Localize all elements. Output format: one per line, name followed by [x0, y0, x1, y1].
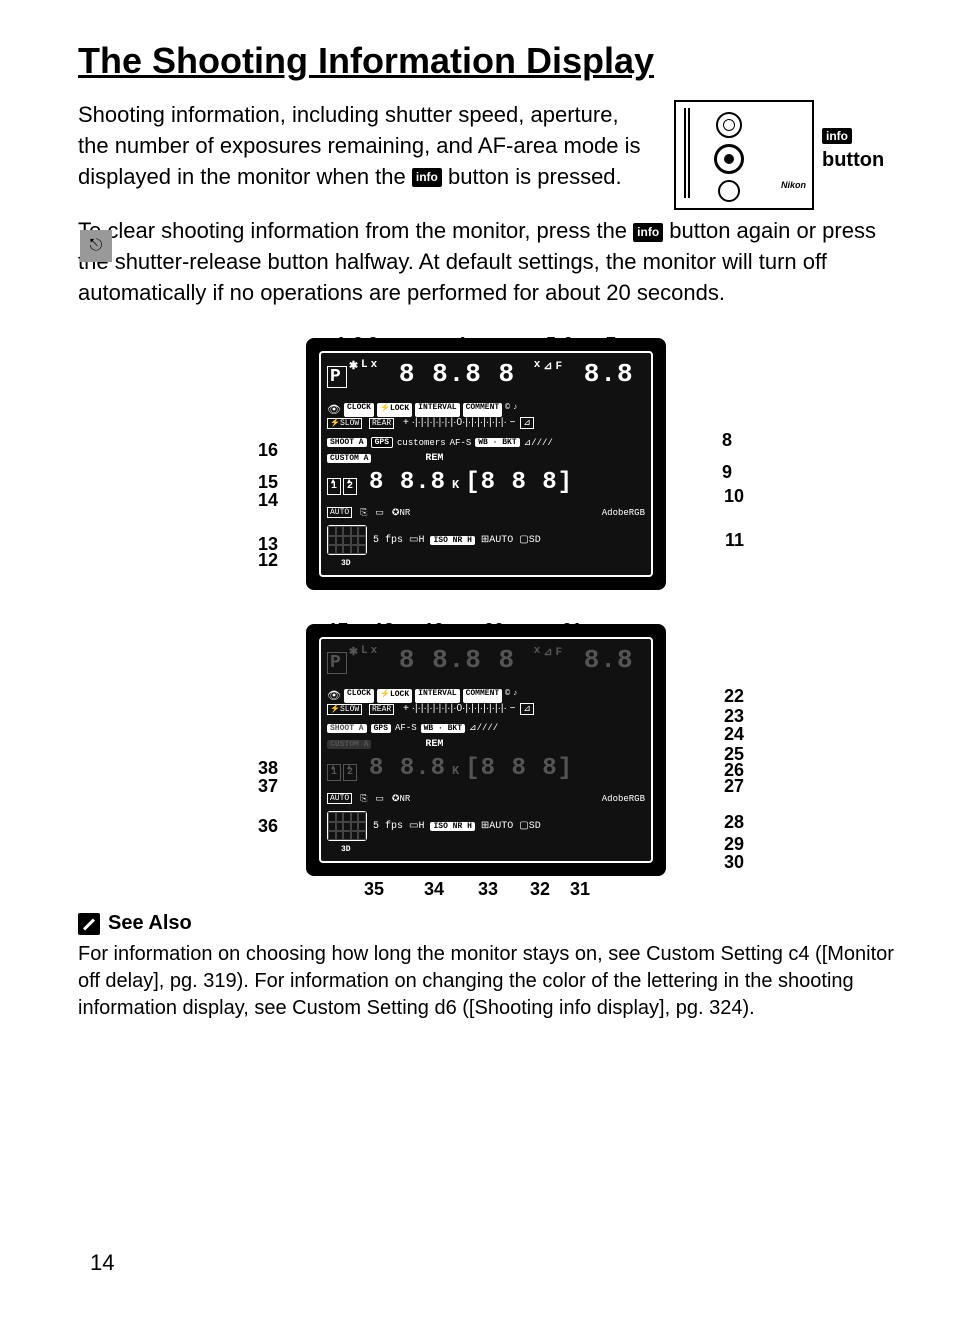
lcd-status-row: 👁 CLOCK ⚡LOCK INTERVAL COMMENT © ♪	[327, 689, 645, 703]
section-icon: ⎋	[80, 230, 112, 262]
info-icon: info	[412, 168, 442, 187]
af-grid-icon	[327, 525, 367, 555]
page-number: 14	[90, 1250, 114, 1276]
lcd-counter-row: ▲1 ▲2 8 8.8K [8 8 8]	[327, 755, 645, 782]
callout-28: 28	[724, 812, 744, 833]
lcd-panel-1: P✱Lx 8 8.8 8 x⊿F 8.8 👁 CLOCK ⚡LOCK INTER…	[306, 338, 666, 590]
lcd-rear-row: ⚡SLOW REAR + ·|·|·|·|·|·|·|·0·|·|·|·|·|·…	[327, 417, 645, 428]
callout-33: 33	[478, 879, 498, 900]
callout-34: 34	[424, 879, 444, 900]
intro-text-2a: To clear shooting information from the m…	[78, 218, 633, 243]
callout-24: 24	[724, 724, 744, 745]
lcd-3d: 3D	[341, 845, 645, 854]
camera-button-figure: Nikon info button	[674, 100, 894, 210]
intro-text-1b: button is pressed.	[442, 164, 622, 189]
page-title: The Shooting Information Display	[78, 40, 894, 82]
callout-12: 12	[258, 550, 278, 571]
intro-paragraph-1: Shooting information, including shutter …	[78, 100, 650, 192]
callout-8: 8	[722, 430, 732, 451]
callout-36: 36	[258, 816, 278, 837]
lcd-counter-row: ▲1 ▲2 8 8.8K [8 8 8]	[327, 469, 645, 496]
callout-14: 14	[258, 490, 278, 511]
pencil-icon	[78, 913, 100, 935]
callout-35: 35	[364, 879, 384, 900]
lcd-3d: 3D	[341, 559, 645, 568]
callout-11: 11	[725, 530, 744, 551]
see-also-section: See Also For information on choosing how…	[78, 912, 894, 1022]
callout-37: 37	[258, 776, 278, 797]
lcd-custom-row: CUSTOM A REM	[327, 739, 645, 750]
callout-10: 10	[724, 486, 744, 507]
intro-paragraph-2: To clear shooting information from the m…	[78, 216, 894, 308]
lcd-rear-row: ⚡SLOW REAR + ·|·|·|·|·|·|·|·0·|·|·|·|·|·…	[327, 703, 645, 714]
callout-32: 32	[530, 879, 550, 900]
lcd-diagram-2: 17 18 19 20 21 22 23 24 25 26 27 28 29 3…	[246, 624, 726, 876]
camera-logo: Nikon	[781, 180, 806, 190]
callout-16: 16	[258, 440, 278, 461]
lcd-panel-2: P✱Lx 8 8.8 8 x⊿F 8.8 👁 CLOCK ⚡LOCK INTER…	[306, 624, 666, 876]
lcd-bottom-row-1: AUTO ⎘ ▭ ✪NR AdobeRGB	[327, 793, 645, 804]
button-caption: info button	[822, 126, 884, 172]
lcd-bottom-row-2: 5 fps ▭H ISO NR H ⊞AUTO ▢SD	[327, 525, 645, 555]
callout-22: 22	[724, 686, 744, 707]
callout-27: 27	[724, 776, 744, 797]
callout-31: 31	[570, 879, 590, 900]
lcd-top-row: P✱Lx 8 8.8 8 x⊿F 8.8	[327, 645, 645, 675]
see-also-body: For information on choosing how long the…	[78, 941, 894, 1022]
callout-9: 9	[722, 462, 732, 483]
callout-30: 30	[724, 852, 744, 873]
af-grid-icon	[327, 811, 367, 841]
info-icon: info	[822, 128, 852, 144]
lcd-diagram-1: 1 2 3 4 5 6 7 8 9 10 11 16 15 14 13 12 P…	[246, 338, 726, 590]
info-icon: info	[633, 223, 663, 242]
camera-illustration: Nikon	[674, 100, 814, 210]
lcd-settings-row: SHOOT A GPS AF-S WB · BKT ⊿////	[327, 723, 645, 733]
lcd-bottom-row-1: AUTO ⎘ ▭ ✪NR AdobeRGB	[327, 507, 645, 518]
lcd-bottom-row-2: 5 fps ▭H ISO NR H ⊞AUTO ▢SD	[327, 811, 645, 841]
lcd-settings-row: SHOOT A GPS customers AF-S WB · BKT ⊿///…	[327, 437, 645, 448]
lcd-custom-row: CUSTOM A REM	[327, 453, 645, 464]
button-label-text: button	[822, 149, 884, 171]
see-also-heading: See Also	[108, 912, 192, 935]
lcd-top-row: P✱Lx 8 8.8 8 x⊿F 8.8	[327, 359, 645, 389]
lcd-status-row: 👁 CLOCK ⚡LOCK INTERVAL COMMENT © ♪	[327, 403, 645, 417]
